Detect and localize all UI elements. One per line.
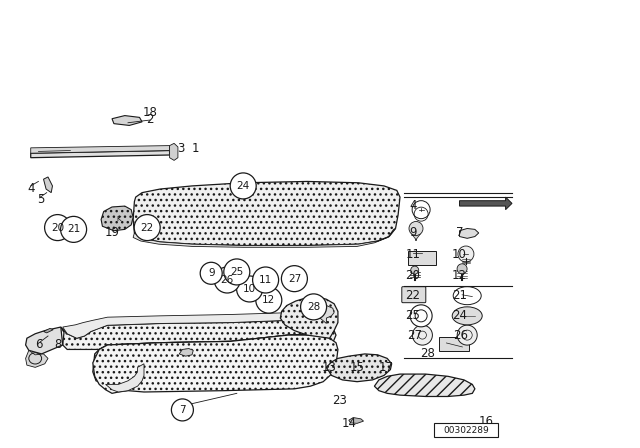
Polygon shape [460, 228, 479, 238]
Text: 20: 20 [51, 223, 64, 233]
Circle shape [282, 266, 307, 292]
Bar [408, 251, 436, 265]
Text: 4: 4 [409, 198, 417, 212]
Text: 21: 21 [67, 224, 80, 234]
Polygon shape [280, 297, 338, 338]
Text: 4: 4 [27, 181, 35, 195]
Text: 11: 11 [405, 247, 420, 261]
Polygon shape [61, 316, 326, 349]
Circle shape [45, 215, 70, 241]
Text: 11: 11 [259, 275, 272, 285]
Text: 21: 21 [452, 289, 467, 302]
Circle shape [230, 173, 256, 199]
Polygon shape [26, 327, 63, 354]
Circle shape [214, 267, 240, 293]
Circle shape [237, 276, 262, 302]
Circle shape [409, 221, 423, 236]
Polygon shape [112, 116, 142, 125]
Polygon shape [133, 228, 396, 247]
Circle shape [457, 264, 467, 274]
Polygon shape [44, 328, 53, 333]
Text: 6: 6 [35, 337, 42, 351]
Text: 14: 14 [341, 417, 356, 430]
Polygon shape [26, 350, 48, 367]
Text: 25: 25 [405, 309, 420, 323]
Text: 00302289: 00302289 [443, 426, 489, 435]
Polygon shape [312, 306, 334, 323]
Text: 28: 28 [420, 347, 435, 361]
Bar [434, 423, 498, 437]
Text: 7: 7 [179, 405, 186, 415]
Text: 9: 9 [409, 226, 417, 240]
Text: 10: 10 [243, 284, 256, 294]
Text: 24: 24 [452, 309, 467, 323]
Circle shape [61, 216, 86, 242]
Text: 25: 25 [230, 267, 243, 277]
Text: 19: 19 [104, 226, 120, 240]
Circle shape [412, 325, 433, 345]
Polygon shape [31, 151, 170, 158]
Circle shape [301, 294, 326, 320]
Text: 10: 10 [452, 247, 467, 261]
Text: 23: 23 [332, 394, 347, 408]
FancyBboxPatch shape [402, 287, 426, 303]
Ellipse shape [453, 287, 481, 305]
Text: 28: 28 [307, 302, 320, 312]
Polygon shape [170, 143, 178, 160]
Text: 17: 17 [378, 361, 394, 374]
Polygon shape [179, 349, 193, 356]
Text: 27: 27 [288, 274, 301, 284]
Polygon shape [374, 374, 475, 396]
Text: 3: 3 [177, 142, 184, 155]
Text: 22: 22 [405, 289, 420, 302]
Text: 20: 20 [405, 269, 420, 282]
Text: 2: 2 [146, 113, 154, 126]
Polygon shape [412, 234, 420, 240]
Circle shape [410, 305, 432, 327]
Polygon shape [106, 364, 144, 392]
Text: 1: 1 [191, 142, 199, 155]
Text: 13: 13 [322, 361, 337, 374]
Text: 22: 22 [141, 223, 154, 233]
Circle shape [458, 246, 474, 262]
Text: 27: 27 [407, 328, 422, 342]
Text: 12: 12 [452, 269, 467, 282]
Text: 15: 15 [349, 361, 365, 374]
Ellipse shape [452, 307, 482, 325]
Polygon shape [31, 146, 170, 153]
Text: 9: 9 [208, 268, 214, 278]
Text: 7: 7 [456, 226, 463, 240]
Text: 24: 24 [237, 181, 250, 191]
Circle shape [457, 325, 477, 345]
Polygon shape [93, 323, 336, 384]
Text: 8: 8 [54, 337, 61, 351]
Text: 26: 26 [221, 275, 234, 285]
Circle shape [172, 399, 193, 421]
Circle shape [411, 266, 419, 274]
Circle shape [224, 259, 250, 285]
Polygon shape [326, 354, 392, 382]
Polygon shape [101, 206, 133, 231]
Text: 12: 12 [262, 295, 275, 305]
Circle shape [134, 215, 160, 241]
Polygon shape [93, 335, 338, 393]
Circle shape [256, 287, 282, 313]
Polygon shape [460, 197, 512, 210]
Polygon shape [63, 306, 333, 338]
FancyBboxPatch shape [440, 337, 469, 351]
Text: 5: 5 [36, 193, 44, 206]
Polygon shape [44, 177, 52, 193]
Polygon shape [133, 181, 400, 246]
Circle shape [200, 262, 222, 284]
Polygon shape [349, 418, 364, 423]
Text: K: K [116, 215, 121, 222]
Text: 18: 18 [142, 105, 157, 119]
Circle shape [253, 267, 278, 293]
Text: 16: 16 [479, 414, 494, 428]
Text: 26: 26 [453, 328, 468, 342]
